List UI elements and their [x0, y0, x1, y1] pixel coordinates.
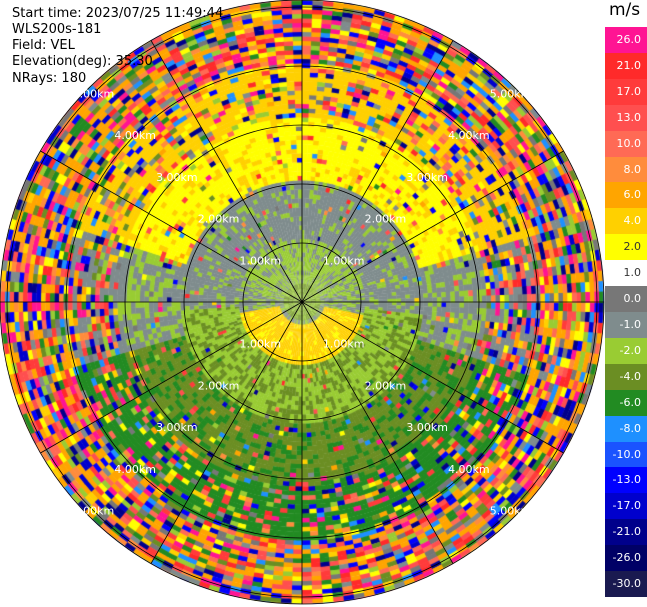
- range-label: 4.00km: [448, 129, 490, 142]
- colorbar-swatch: [605, 389, 647, 417]
- colorbar-tick-label: -13.0: [612, 473, 641, 487]
- range-label: 2.00km: [365, 379, 407, 392]
- range-label: 2.00km: [198, 213, 240, 226]
- range-label: 1.00km: [323, 254, 365, 267]
- range-label: 4.00km: [114, 463, 156, 476]
- azimuth-spoke: [40, 301, 303, 454]
- range-label: 1.00km: [239, 254, 281, 267]
- colorbar-swatch: [605, 104, 647, 132]
- colorbar-swatch: [605, 234, 647, 261]
- range-label: 5.00km: [490, 87, 532, 100]
- azimuth-spoke: [301, 40, 454, 303]
- colorbar-swatch: [605, 260, 647, 287]
- colorbar-swatch: [605, 571, 647, 598]
- range-label: 4.00km: [114, 129, 156, 142]
- colorbar-tick-label: 0.0: [623, 292, 642, 306]
- colorbar-swatch: [605, 337, 647, 365]
- colorbar-swatch: [605, 493, 647, 520]
- range-label: 3.00km: [406, 171, 448, 184]
- colorbar-swatch: [605, 363, 647, 391]
- range-label: 4.00km: [448, 463, 490, 476]
- colorbar-swatch: [605, 27, 647, 54]
- colorbar-tick-label: 26.0: [616, 32, 642, 46]
- colorbar-tick-label: -8.0: [619, 421, 641, 435]
- colorbar-swatch: [605, 415, 647, 443]
- azimuth-spoke: [301, 301, 564, 454]
- colorbar-swatch: [605, 519, 647, 546]
- colorbar-swatch: [605, 545, 647, 572]
- colorbar-tick-label: -17.0: [612, 499, 641, 513]
- colorbar-tick-label: 21.0: [616, 58, 642, 72]
- colorbar-tick-label: -1.0: [619, 317, 641, 331]
- colorbar-swatch: [605, 467, 647, 494]
- colorbar-swatch: [605, 156, 647, 183]
- azimuth-spoke: [301, 301, 454, 564]
- colorbar-tick-label: -26.0: [612, 551, 641, 565]
- colorbar-swatch: [605, 441, 647, 468]
- start-time-label: Start time: 2023/07/25 11:49:44: [12, 6, 224, 21]
- colorbar-tick-label: -6.0: [619, 395, 641, 409]
- velocity-colorbar: 26.0 21.0 17.0 13.0 10.0 8.0 6.0 4.0 2.0 1.0 0.0 -1…: [605, 27, 647, 598]
- colorbar-tick-label: 17.0: [616, 84, 642, 98]
- field-label: Field: VEL: [12, 38, 75, 53]
- instrument-label: WLS200s-181: [12, 22, 102, 37]
- colorbar-swatch: [605, 182, 647, 209]
- range-label: 3.00km: [406, 421, 448, 434]
- azimuth-spoke: [150, 40, 303, 303]
- nrays-label: NRays: 180: [12, 71, 87, 86]
- azimuth-spoke: [150, 301, 303, 564]
- colorbar-tick-label: 8.0: [623, 162, 642, 176]
- azimuth-spoke: [301, 150, 564, 303]
- colorbar-swatch: [605, 312, 647, 339]
- colorbar-tick-label: -4.0: [619, 369, 641, 383]
- colorbar-units: m/s: [609, 0, 641, 20]
- range-label: 5.00km: [73, 87, 115, 100]
- azimuth-spoke: [40, 150, 303, 303]
- range-label: 3.00km: [156, 171, 198, 184]
- colorbar-tick-label: -10.0: [612, 447, 641, 461]
- colorbar-tick-label: -2.0: [619, 343, 641, 357]
- colorbar-tick-label: 13.0: [616, 110, 642, 124]
- colorbar-tick-label: 4.0: [623, 214, 642, 228]
- elevation-label: Elevation(deg): 35.30: [12, 54, 153, 69]
- colorbar-swatch: [605, 208, 647, 235]
- range-label: 2.00km: [365, 213, 407, 226]
- colorbar-tick-label: 1.0: [623, 266, 642, 280]
- colorbar-swatch: [605, 286, 647, 313]
- range-label: 5.00km: [490, 505, 532, 518]
- range-ring-overlay: 1.00km 1.00km 1.00km 1.00km 2.00km 2.00km 2.00…: [0, 0, 605, 605]
- colorbar-swatch: [605, 78, 647, 106]
- colorbar-swatch: [605, 130, 647, 158]
- range-label: 5.00km: [73, 505, 115, 518]
- colorbar-tick-label: 10.0: [616, 136, 642, 150]
- range-label: 1.00km: [239, 338, 281, 351]
- range-label: 1.00km: [323, 338, 365, 351]
- colorbar-tick-label: -30.0: [612, 577, 641, 591]
- range-label: 3.00km: [156, 421, 198, 434]
- colorbar-swatch: [605, 52, 647, 80]
- colorbar-tick-label: 2.0: [623, 240, 642, 254]
- range-label: 2.00km: [198, 379, 240, 392]
- colorbar-tick-label: 6.0: [623, 188, 642, 202]
- colorbar-tick-label: -21.0: [612, 525, 641, 539]
